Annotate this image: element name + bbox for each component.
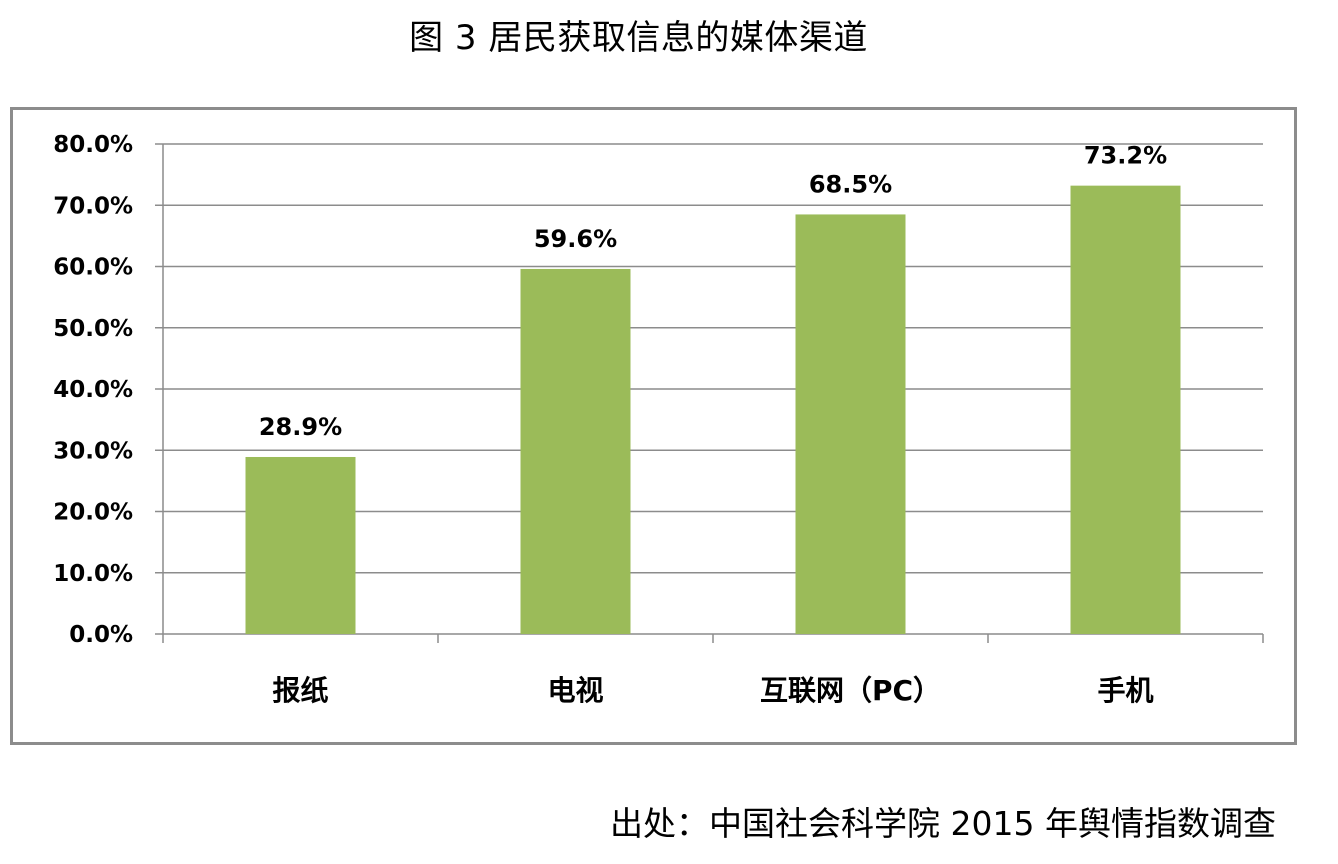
y-tick-label: 10.0%	[53, 561, 133, 587]
data-label: 28.9%	[259, 413, 342, 441]
bar	[245, 456, 356, 634]
y-tick-label: 40.0%	[53, 377, 133, 403]
y-tick-label: 70.0%	[53, 193, 133, 219]
y-tick-label: 20.0%	[53, 500, 133, 526]
x-category-label: 报纸	[272, 674, 328, 707]
bar	[520, 268, 631, 634]
y-tick-label: 30.0%	[53, 438, 133, 464]
x-category-label: 互联网（PC）	[760, 674, 941, 707]
y-tick-label: 50.0%	[53, 316, 133, 342]
data-label: 59.6%	[534, 225, 617, 253]
y-tick-label: 60.0%	[53, 255, 133, 281]
x-category-label: 电视	[547, 674, 603, 707]
labels: 0.0% 10.0% 20.0% 30.0% 40.0% 50.0% 60.0% 70.0% 8…	[53, 132, 1167, 707]
y-tick-label: 80.0%	[53, 132, 133, 158]
data-label: 73.2%	[1084, 142, 1167, 170]
x-category-label: 手机	[1097, 674, 1153, 707]
bars	[245, 185, 1181, 634]
bar	[1070, 185, 1181, 634]
source-note: 出处：中国社会科学院 2015 年舆情指数调查	[610, 804, 1276, 843]
bar	[795, 214, 906, 634]
chart-title: 图 3 居民获取信息的媒体渠道	[409, 18, 868, 58]
data-label: 68.5%	[809, 170, 892, 198]
y-tick-label: 0.0%	[69, 622, 133, 648]
